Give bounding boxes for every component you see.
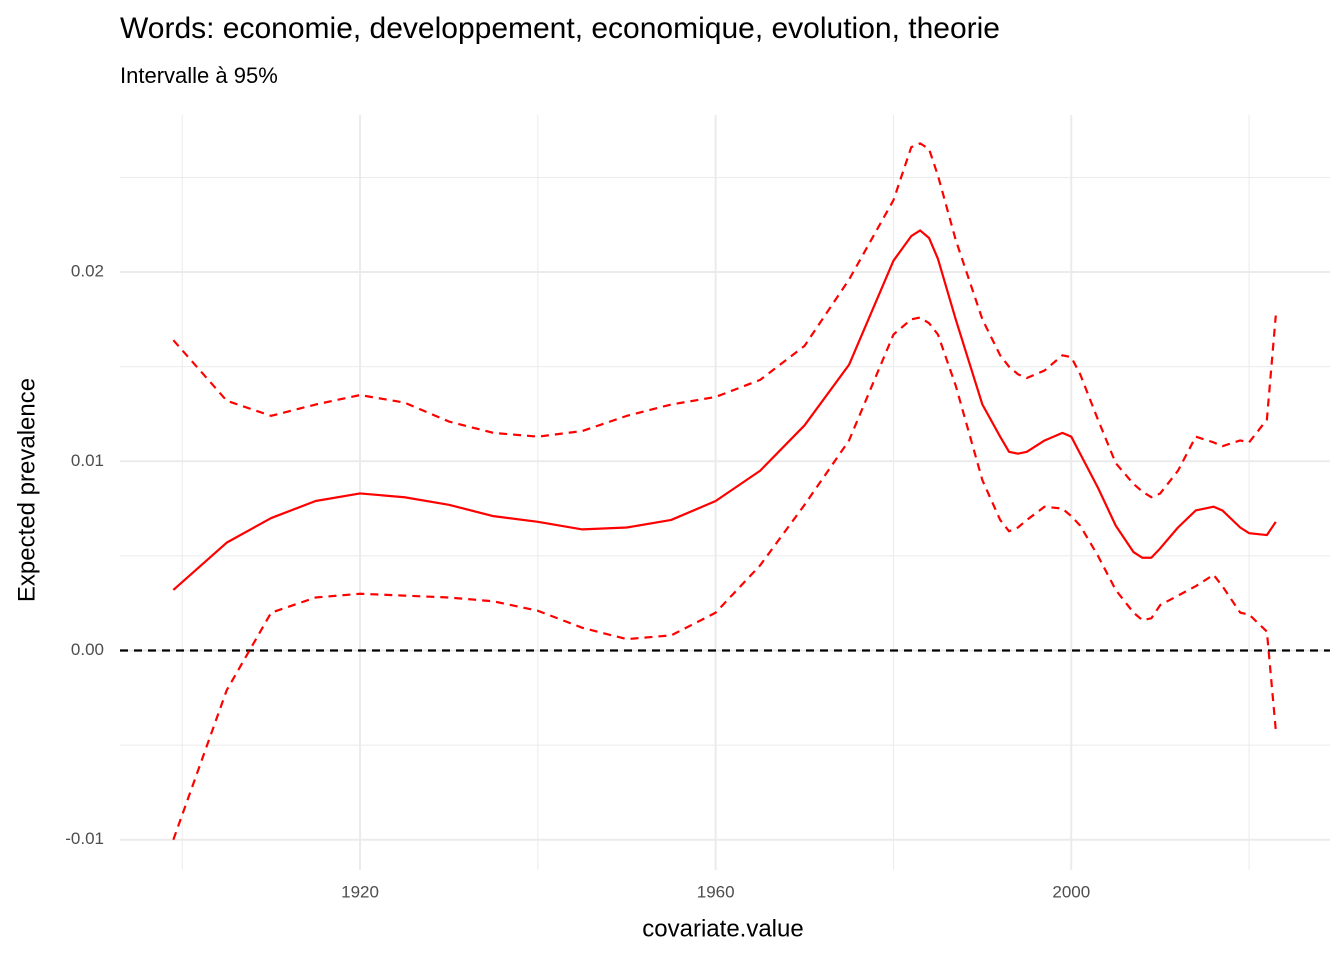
series-line <box>172 229 1277 591</box>
y-tick-label: 0.02 <box>71 262 104 281</box>
x-axis-label: covariate.value <box>642 915 803 942</box>
series-line <box>172 316 1277 841</box>
chart-title: Words: economie, developpement, economiq… <box>120 12 1000 45</box>
x-tick-label: 2000 <box>1052 882 1090 901</box>
x-tick-label: 1920 <box>341 882 379 901</box>
x-tick-label: 1960 <box>697 882 735 901</box>
y-tick-label: 0.00 <box>71 640 104 659</box>
series-line <box>172 142 1277 499</box>
chart-subtitle: Intervalle à 95% <box>120 63 278 88</box>
y-axis-label: Expected prevalence <box>13 378 40 602</box>
y-tick-label: -0.01 <box>65 829 104 848</box>
y-tick-label: 0.01 <box>71 451 104 470</box>
